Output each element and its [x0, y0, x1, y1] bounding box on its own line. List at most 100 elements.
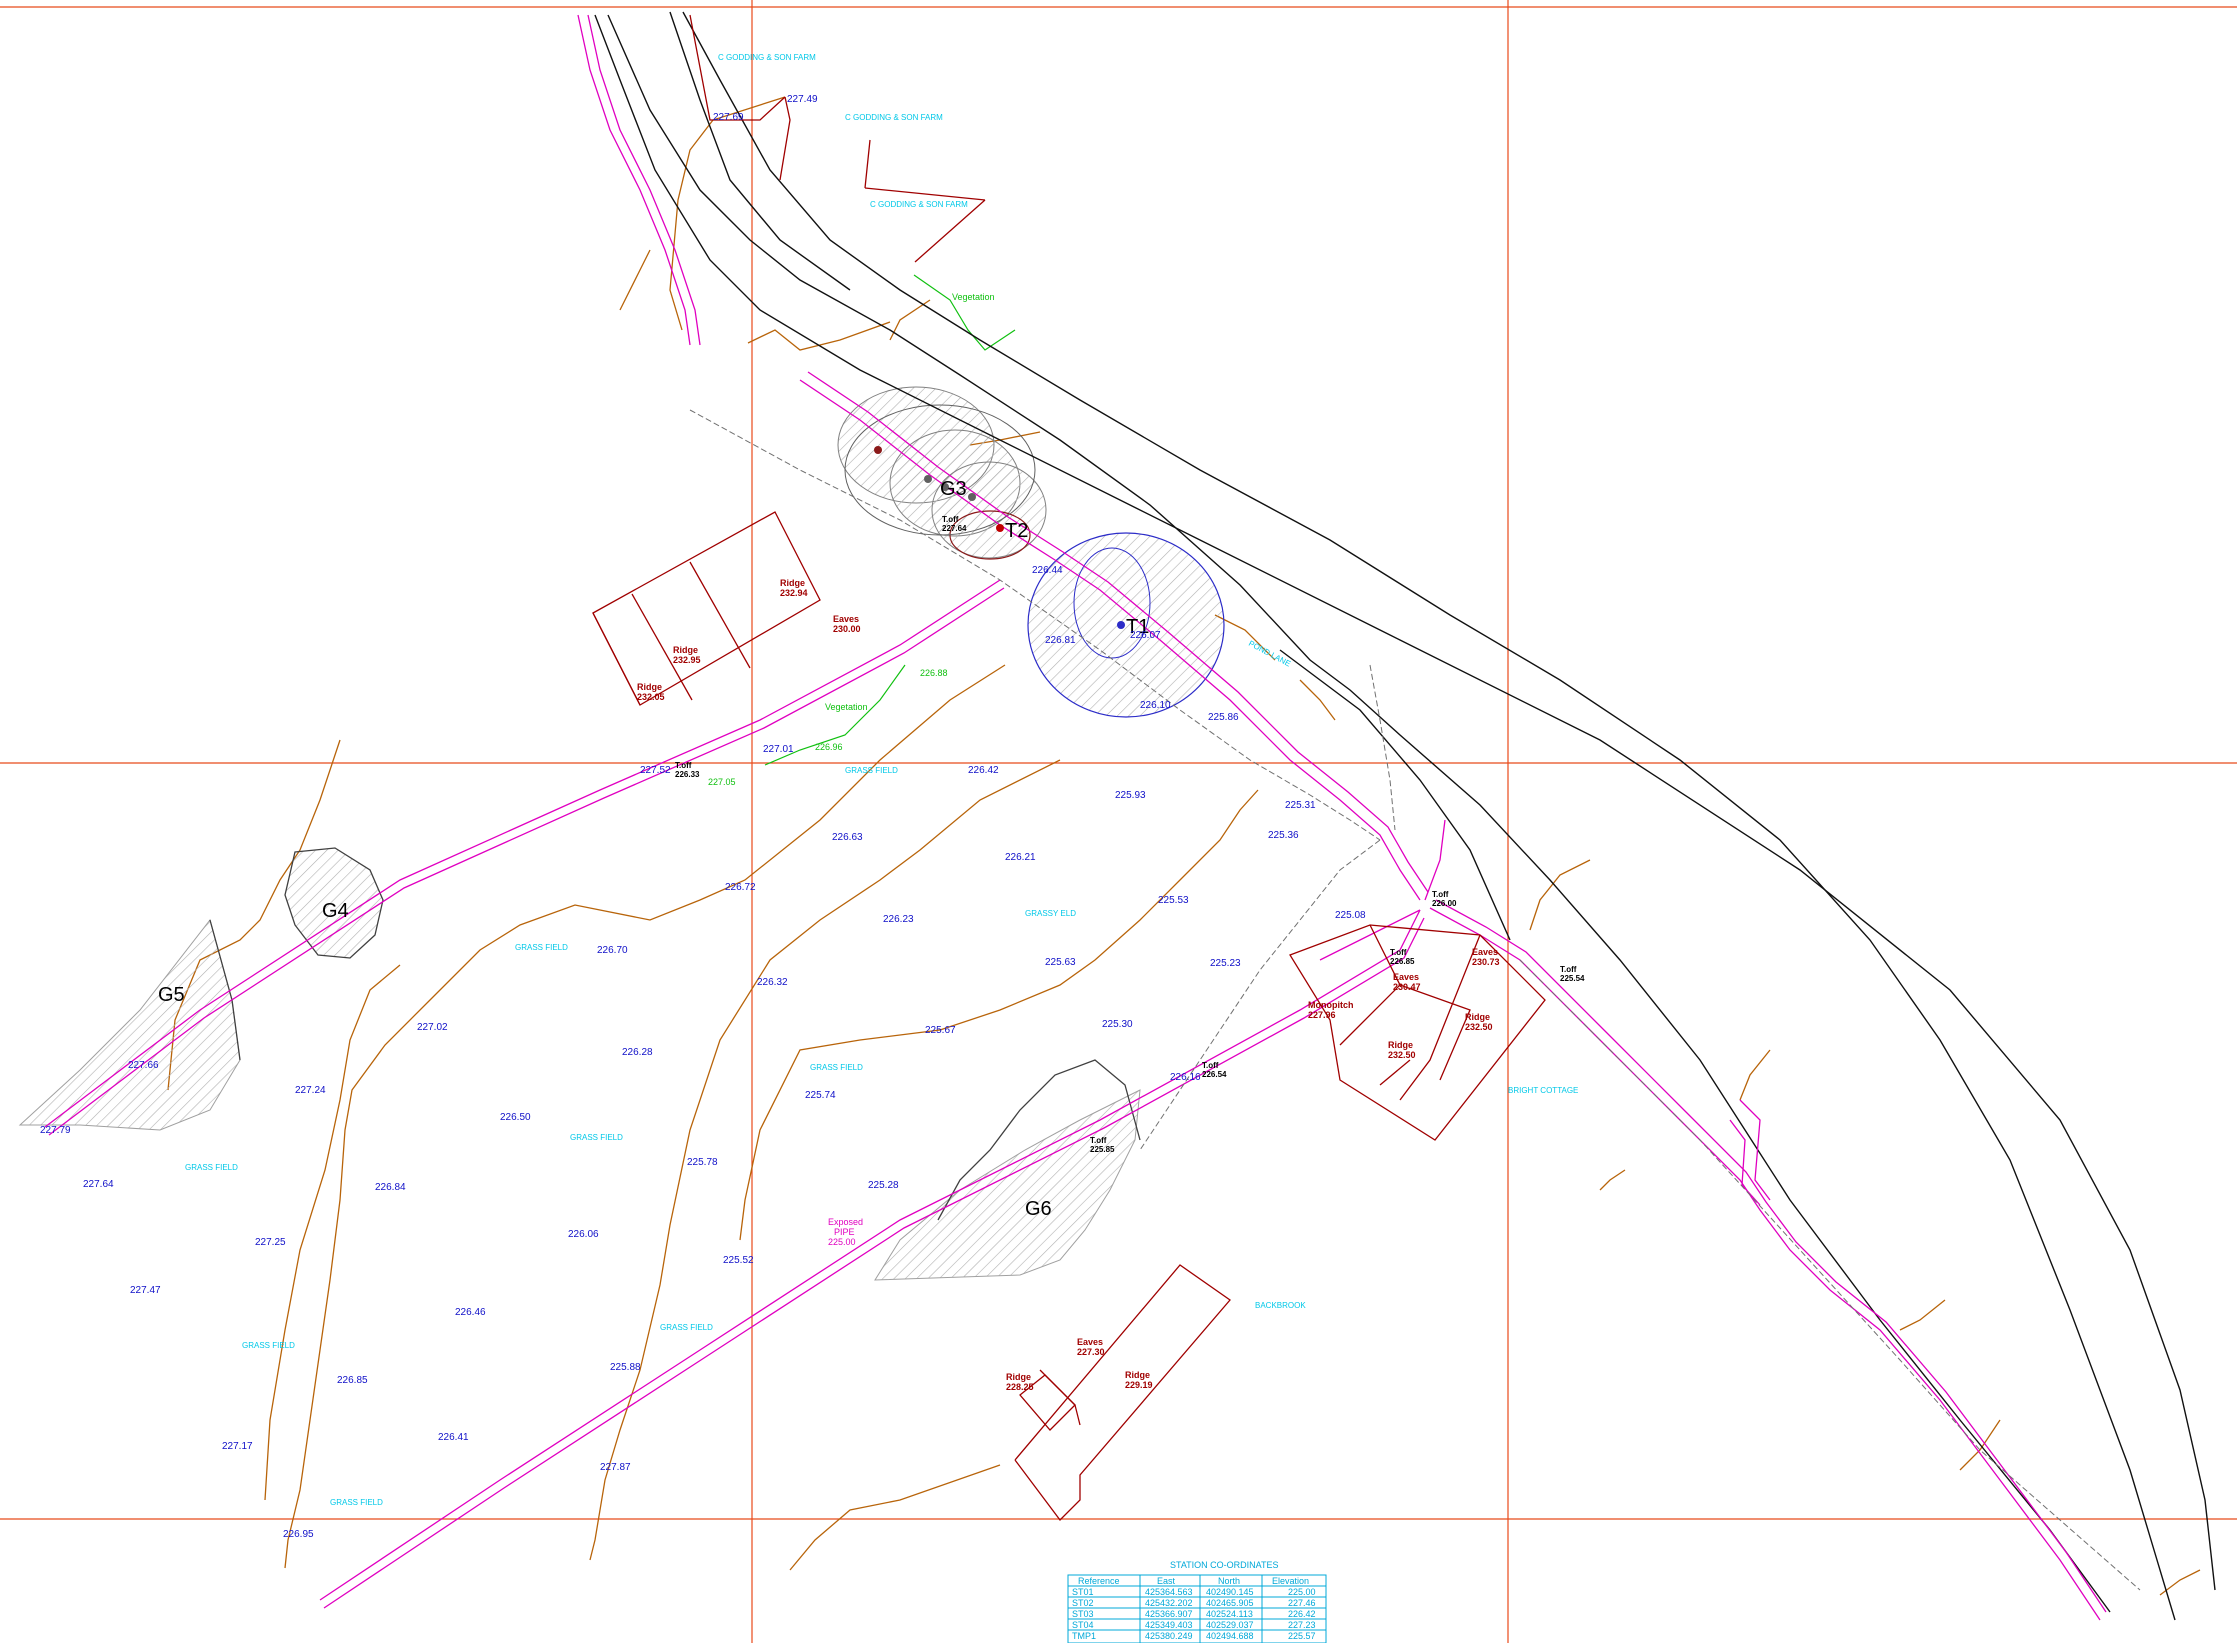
- pipe-route: [44, 14, 2107, 1621]
- spot-level: 227.52: [640, 765, 671, 776]
- tree-label-g6: G6: [1025, 1198, 1052, 1220]
- road-edges: [594, 11, 2216, 1621]
- spot-level: 226.70: [597, 945, 628, 956]
- building-label: Ridge 229.19: [1125, 1370, 1153, 1390]
- area-label: GRASS FIELD: [185, 1163, 238, 1172]
- table-cell: 226.42: [1288, 1609, 1316, 1619]
- vegetation-levels: 226.88 226.96 227.05: [708, 668, 948, 787]
- spot-level: 227.02: [417, 1022, 448, 1033]
- tree-canopy-g5: [18, 918, 241, 1131]
- table-cell: 402494.688: [1206, 1631, 1254, 1641]
- spot-level: 226.42: [968, 765, 999, 776]
- green-level: 226.88: [920, 668, 948, 678]
- tower-label: T.off 226.54: [1202, 1061, 1227, 1079]
- building-label: Eaves 227.30: [1077, 1337, 1105, 1357]
- spot-level: 226.07: [1130, 630, 1161, 641]
- table-cell: 225.00: [1288, 1587, 1316, 1597]
- spot-level: 227.25: [255, 1237, 286, 1248]
- table-cell: TMP1: [1072, 1631, 1096, 1641]
- table-cell: 227.46: [1288, 1598, 1316, 1608]
- tree-label-t2: T2: [1005, 520, 1028, 542]
- spot-level: 225.08: [1335, 910, 1366, 921]
- spot-level: 226.10: [1140, 700, 1171, 711]
- tree-canopy-outline: [844, 404, 1036, 536]
- tower-label: T.off 227.64: [942, 515, 967, 533]
- vegetation-lines: [764, 274, 1016, 766]
- building-label: Ridge 232.95: [673, 645, 701, 665]
- tree-canopy-t1-inner: [1073, 547, 1151, 659]
- building-label: Ridge 232.50: [1388, 1040, 1416, 1060]
- building-label: Eaves 230.73: [1472, 947, 1500, 967]
- spot-level: 225.23: [1210, 958, 1241, 969]
- spot-level: 226.21: [1005, 852, 1036, 863]
- area-label: GRASS FIELD: [845, 766, 898, 775]
- tower-label: T.off 226.33: [675, 761, 700, 779]
- spot-level: 226.23: [883, 914, 914, 925]
- table-cell: 425380.249: [1145, 1631, 1193, 1641]
- spot-level: 225.63: [1045, 957, 1076, 968]
- station-table-title: STATION CO-ORDINATES: [1170, 1560, 1279, 1570]
- spot-level: 226.72: [725, 882, 756, 893]
- spot-level: 226.95: [283, 1529, 314, 1540]
- spot-level: 227.79: [40, 1125, 71, 1136]
- tree-canopy-g4: [284, 847, 384, 959]
- tower-labels: T.off 227.64 T.off 226.00 T.off 225.54 T.of…: [675, 515, 1585, 1154]
- area-label: C GODDING & SON FARM: [845, 113, 943, 122]
- spot-level: 227.17: [222, 1441, 253, 1452]
- tower-label: T.off 225.85: [1090, 1136, 1115, 1154]
- area-label: GRASS FIELD: [660, 1323, 713, 1332]
- spot-level: 227.24: [295, 1085, 326, 1096]
- station-table: STATION CO-ORDINATES Reference East Nort…: [1067, 1560, 1327, 1643]
- contour-lines: [167, 96, 2201, 1596]
- table-header: Reference: [1078, 1576, 1120, 1586]
- table-cell: 402490.145: [1206, 1587, 1254, 1597]
- table-cell: 425349.403: [1145, 1620, 1193, 1630]
- building-backbrook: [1014, 1264, 1231, 1521]
- spot-level: 225.53: [1158, 895, 1189, 906]
- spot-level: 226.46: [455, 1307, 486, 1318]
- spot-level: 226.63: [832, 832, 863, 843]
- tree-canopy-t1: [1027, 532, 1225, 718]
- buildings: [592, 14, 1546, 1521]
- table-cell: ST04: [1072, 1620, 1094, 1630]
- table-header: Elevation: [1272, 1576, 1309, 1586]
- area-label: C GODDING & SON FARM: [718, 53, 816, 62]
- table-cell: 425366.907: [1145, 1609, 1193, 1619]
- tree-canopy-g6-edge: [937, 1059, 1141, 1221]
- spot-level: 226.28: [622, 1047, 653, 1058]
- spot-level: 226.81: [1045, 635, 1076, 646]
- tree-label-t1: T1: [1126, 616, 1149, 638]
- spot-level: 227.87: [600, 1462, 631, 1473]
- area-label: BRIGHT COTTAGE: [1508, 1086, 1578, 1095]
- tree-labels: G3 T2 T1 G4 G5 G6: [158, 478, 1149, 1220]
- spot-level: 225.67: [925, 1025, 956, 1036]
- table-cell: 425432.202: [1145, 1598, 1193, 1608]
- tree-markers: [874, 446, 1125, 629]
- building-label: Ridge 232.94: [780, 578, 808, 598]
- spot-level: 227.47: [130, 1285, 161, 1296]
- spot-level: 225.36: [1268, 830, 1299, 841]
- building-label: Ridge 232.50: [1465, 1012, 1493, 1032]
- spot-level: 225.74: [805, 1090, 836, 1101]
- tree-label-g5: G5: [158, 984, 185, 1006]
- tower-label: T.off 226.00: [1432, 890, 1457, 908]
- spot-level: 226.85: [337, 1375, 368, 1386]
- spot-level: 226.16: [1170, 1072, 1201, 1083]
- tree-label-g4: G4: [322, 900, 349, 922]
- area-label: Vegetation: [825, 702, 868, 712]
- green-level: 227.05: [708, 777, 736, 787]
- table-cell: 227.23: [1288, 1620, 1316, 1630]
- tower-label: T.off 226.85: [1390, 948, 1415, 966]
- area-label: GRASS FIELD: [515, 943, 568, 952]
- spot-level: 225.93: [1115, 790, 1146, 801]
- building-label: Eaves 230.47: [1393, 972, 1421, 992]
- tower-label: T.off 225.54: [1560, 965, 1585, 983]
- tree-canopies: [18, 386, 1225, 1281]
- service-lines: [689, 409, 2141, 1591]
- spot-level: 227.64: [83, 1179, 114, 1190]
- spot-level: 225.88: [610, 1362, 641, 1373]
- spot-level: 226.50: [500, 1112, 531, 1123]
- spot-level: 226.32: [757, 977, 788, 988]
